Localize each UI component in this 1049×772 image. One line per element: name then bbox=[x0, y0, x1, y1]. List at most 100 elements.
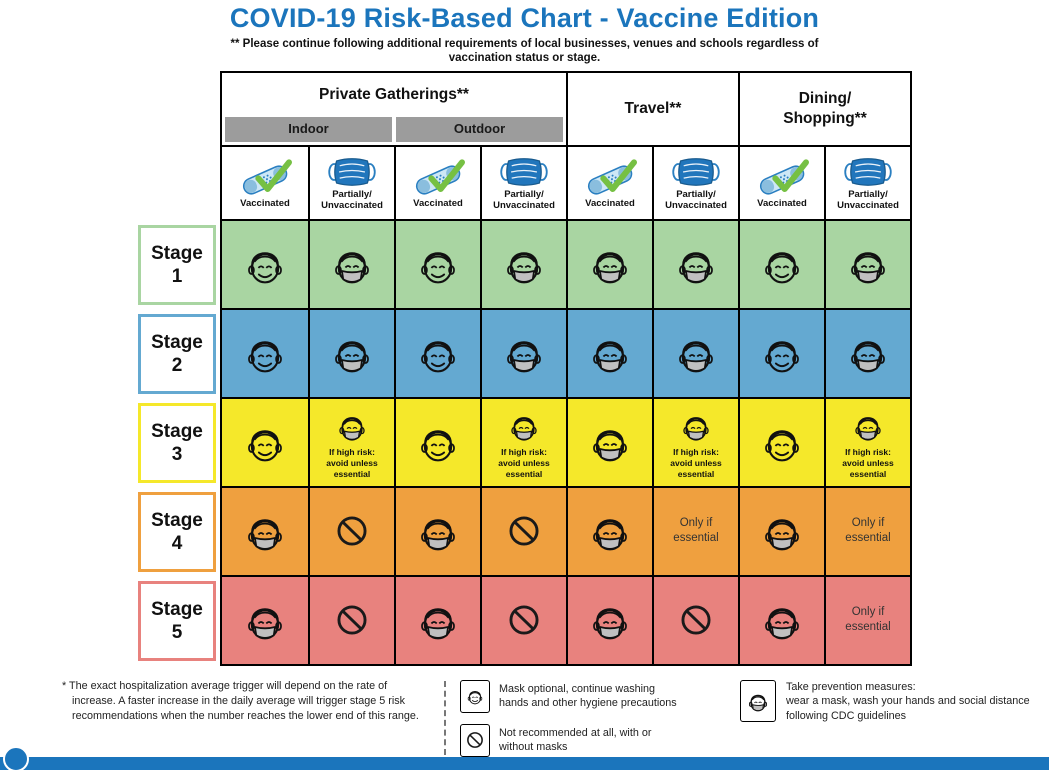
risk-cell bbox=[222, 399, 308, 486]
risk-cell: If high risk: avoid unless essential bbox=[308, 398, 394, 486]
legend-middle: Mask optional, continue washing hands an… bbox=[460, 679, 682, 757]
face-mask-icon bbox=[237, 503, 293, 559]
face-mask-icon bbox=[582, 414, 638, 470]
high-risk-note: If high risk: avoid unless essential bbox=[326, 447, 378, 479]
face-mask-icon bbox=[410, 503, 466, 559]
risk-cell: If high risk: avoid unless essential bbox=[652, 398, 738, 486]
stage-row: If high risk: avoid unless essential If h… bbox=[222, 396, 910, 486]
face-mask-icon bbox=[331, 405, 373, 447]
vaccinated-column-header: Vaccinated bbox=[394, 146, 480, 219]
mask-icon bbox=[842, 156, 894, 188]
risk-cell bbox=[738, 398, 824, 486]
unvaccinated-column-header: Partially/ Unvaccinated bbox=[480, 146, 566, 219]
face-mask-icon bbox=[754, 592, 810, 648]
risk-cell bbox=[480, 576, 566, 664]
risk-cell bbox=[222, 488, 308, 575]
indoor-outdoor-subheader-row: Indoor Outdoor bbox=[222, 116, 566, 145]
high-risk-note: If high risk: avoid unless essential bbox=[842, 447, 894, 479]
mask-icon bbox=[326, 156, 378, 188]
face-no-mask-icon bbox=[237, 325, 293, 381]
face-no-mask-icon bbox=[754, 325, 810, 381]
vaccine-check-icon bbox=[409, 157, 467, 197]
page-title: COVID-19 Risk-Based Chart - Vaccine Edit… bbox=[229, 3, 820, 33]
status-label: Vaccinated bbox=[757, 198, 807, 210]
vaccination-status-header-row: Vaccinated Partially/ Unvaccinated Vaccina… bbox=[222, 146, 910, 219]
risk-cell bbox=[308, 576, 394, 664]
vaccine-check-icon bbox=[753, 157, 811, 197]
risk-cell bbox=[824, 220, 910, 308]
only-if-essential-note: Only if essential bbox=[845, 517, 891, 545]
face-no-mask-icon bbox=[410, 414, 466, 470]
face-mask-icon bbox=[847, 405, 889, 447]
high-risk-note: If high risk: avoid unless essential bbox=[498, 447, 550, 479]
status-label: Partially/ Unvaccinated bbox=[493, 188, 555, 211]
face-no-mask-icon bbox=[463, 683, 487, 709]
risk-cell bbox=[566, 220, 652, 308]
risk-cell bbox=[394, 220, 480, 308]
face-mask-icon bbox=[840, 325, 896, 381]
face-no-mask-icon bbox=[410, 236, 466, 292]
risk-cell bbox=[222, 577, 308, 664]
legend-prevention-measures: Take prevention measures: wear a mask, w… bbox=[740, 679, 1032, 724]
face-mask-icon bbox=[675, 405, 717, 447]
face-mask-icon bbox=[582, 503, 638, 559]
footer-divider bbox=[444, 680, 446, 755]
risk-cell bbox=[566, 576, 652, 664]
risk-cell bbox=[566, 309, 652, 397]
risk-cell bbox=[824, 309, 910, 397]
risk-cell: If high risk: avoid unless essential bbox=[480, 398, 566, 486]
page-subtitle: ** Please continue following additional … bbox=[230, 38, 819, 65]
risk-cell bbox=[652, 576, 738, 664]
unvaccinated-column-header: Partially/ Unvaccinated bbox=[652, 146, 738, 219]
risk-cell bbox=[566, 398, 652, 486]
face-no-mask-icon bbox=[237, 236, 293, 292]
face-mask-icon bbox=[743, 684, 773, 718]
risk-cell bbox=[480, 309, 566, 397]
face-mask-icon bbox=[324, 325, 380, 381]
risk-cell bbox=[394, 309, 480, 397]
legend-prevention-text: Take prevention measures: wear a mask, w… bbox=[786, 680, 1030, 722]
prohibited-icon bbox=[502, 509, 546, 553]
column-group-private-gatherings: Private Gatherings** Indoor Outdoor bbox=[222, 73, 566, 145]
stage-label: Stage 2 bbox=[138, 314, 216, 395]
status-label: Partially/ Unvaccinated bbox=[837, 188, 899, 211]
subheader-indoor: Indoor bbox=[225, 116, 392, 142]
risk-cell: Only if essential bbox=[824, 487, 910, 575]
stage-label: Stage 5 bbox=[138, 581, 216, 662]
risk-cell bbox=[394, 576, 480, 664]
risk-table: Private Gatherings** Indoor Outdoor Trav… bbox=[220, 70, 912, 666]
risk-cell bbox=[738, 487, 824, 575]
mask-icon bbox=[670, 156, 722, 188]
stage-label-slot: Stage 4 bbox=[137, 488, 217, 577]
vaccinated-column-header: Vaccinated bbox=[738, 146, 824, 219]
stage-rows: If high risk: avoid unless essential If h… bbox=[222, 218, 910, 664]
mask-icon bbox=[498, 156, 550, 188]
risk-cell bbox=[566, 487, 652, 575]
risk-cell bbox=[222, 221, 308, 308]
status-label: Partially/ Unvaccinated bbox=[321, 188, 383, 211]
face-mask-icon bbox=[582, 325, 638, 381]
risk-cell: Only if essential bbox=[652, 487, 738, 575]
face-mask-icon bbox=[668, 325, 724, 381]
subheader-outdoor: Outdoor bbox=[396, 116, 563, 142]
face-mask-icon bbox=[324, 236, 380, 292]
column-group-header-row: Private Gatherings** Indoor Outdoor Trav… bbox=[222, 72, 910, 147]
prohibited-icon bbox=[502, 598, 546, 642]
vaccinated-column-header: Vaccinated bbox=[222, 147, 308, 219]
column-group-travel: Travel** bbox=[566, 72, 738, 145]
risk-cell bbox=[480, 487, 566, 575]
unvaccinated-column-header: Partially/ Unvaccinated bbox=[824, 146, 910, 219]
chart-area: Stage 1 Stage 2 Stage 3 Stage 4 Stage 5 Priv… bbox=[0, 70, 1049, 666]
stage-row: Only if essential Only if essential bbox=[222, 485, 910, 575]
face-mask-icon bbox=[237, 592, 293, 648]
face-no-mask-icon bbox=[754, 414, 810, 470]
stage-label-slot: Stage 2 bbox=[137, 310, 217, 399]
legend-item: Mask optional, continue washing hands an… bbox=[460, 679, 682, 713]
status-label: Vaccinated bbox=[413, 198, 463, 210]
legend-icon-box bbox=[740, 679, 776, 722]
stage-label: Stage 1 bbox=[138, 225, 216, 306]
legend-text: Not recommended at all, with or without … bbox=[499, 726, 652, 754]
vaccine-check-icon bbox=[581, 157, 639, 197]
status-label: Vaccinated bbox=[240, 198, 290, 210]
